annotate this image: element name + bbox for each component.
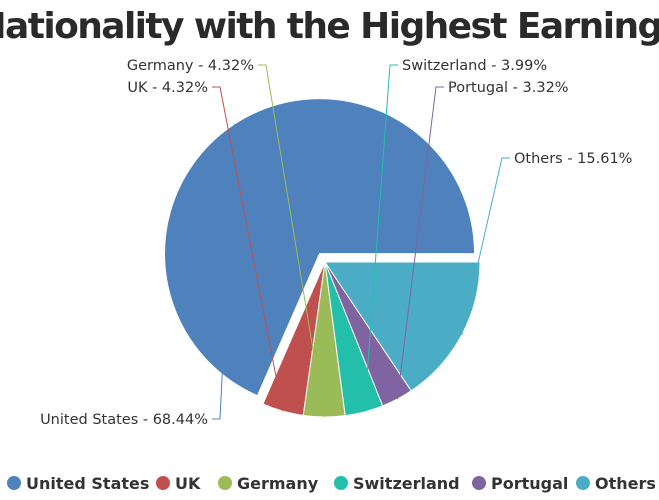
legend-item-switzerland[interactable]: Switzerland <box>334 474 460 493</box>
label-uk: UK - 4.32% <box>127 80 208 96</box>
connector-united-states <box>212 123 236 420</box>
legend-label: Portugal <box>491 474 568 493</box>
connector-portugal <box>396 86 444 400</box>
label-others: Others - 15.61% <box>514 151 632 167</box>
slice-labels: United States - 68.44% UK - 4.32% Germany … <box>40 58 632 428</box>
label-united-states: United States - 68.44% <box>40 412 208 428</box>
legend-label: Switzerland <box>353 474 460 493</box>
legend-label: Germany <box>237 474 319 493</box>
label-connectors <box>212 64 510 420</box>
label-portugal: Portugal - 3.32% <box>448 80 569 96</box>
connector-others <box>461 157 510 336</box>
chart-title: Nationality with the Highest Earnings <box>0 6 659 47</box>
legend-marker <box>218 476 232 490</box>
label-switzerland: Switzerland - 3.99% <box>402 58 547 74</box>
legend-marker <box>156 476 170 490</box>
legend-marker <box>472 476 486 490</box>
legend-label: UK <box>175 474 201 493</box>
pie-slices <box>164 98 481 418</box>
legend-label: Others <box>595 474 656 493</box>
connector-uk <box>212 86 284 412</box>
legend-item-portugal[interactable]: Portugal <box>472 474 568 493</box>
legend-item-germany[interactable]: Germany <box>218 474 319 493</box>
legend-marker <box>334 476 348 490</box>
legend-item-united-states[interactable]: United States <box>7 474 149 493</box>
legend-label: United States <box>26 474 149 493</box>
label-germany: Germany - 4.32% <box>127 58 254 74</box>
legend: United States UK Germany Switzerland Portuga… <box>7 474 656 493</box>
legend-item-others[interactable]: Others <box>576 474 656 493</box>
connector-germany <box>258 64 325 418</box>
legend-item-uk[interactable]: UK <box>156 474 201 493</box>
legend-marker <box>576 476 590 490</box>
connector-switzerland <box>363 64 398 412</box>
legend-marker <box>7 476 21 490</box>
